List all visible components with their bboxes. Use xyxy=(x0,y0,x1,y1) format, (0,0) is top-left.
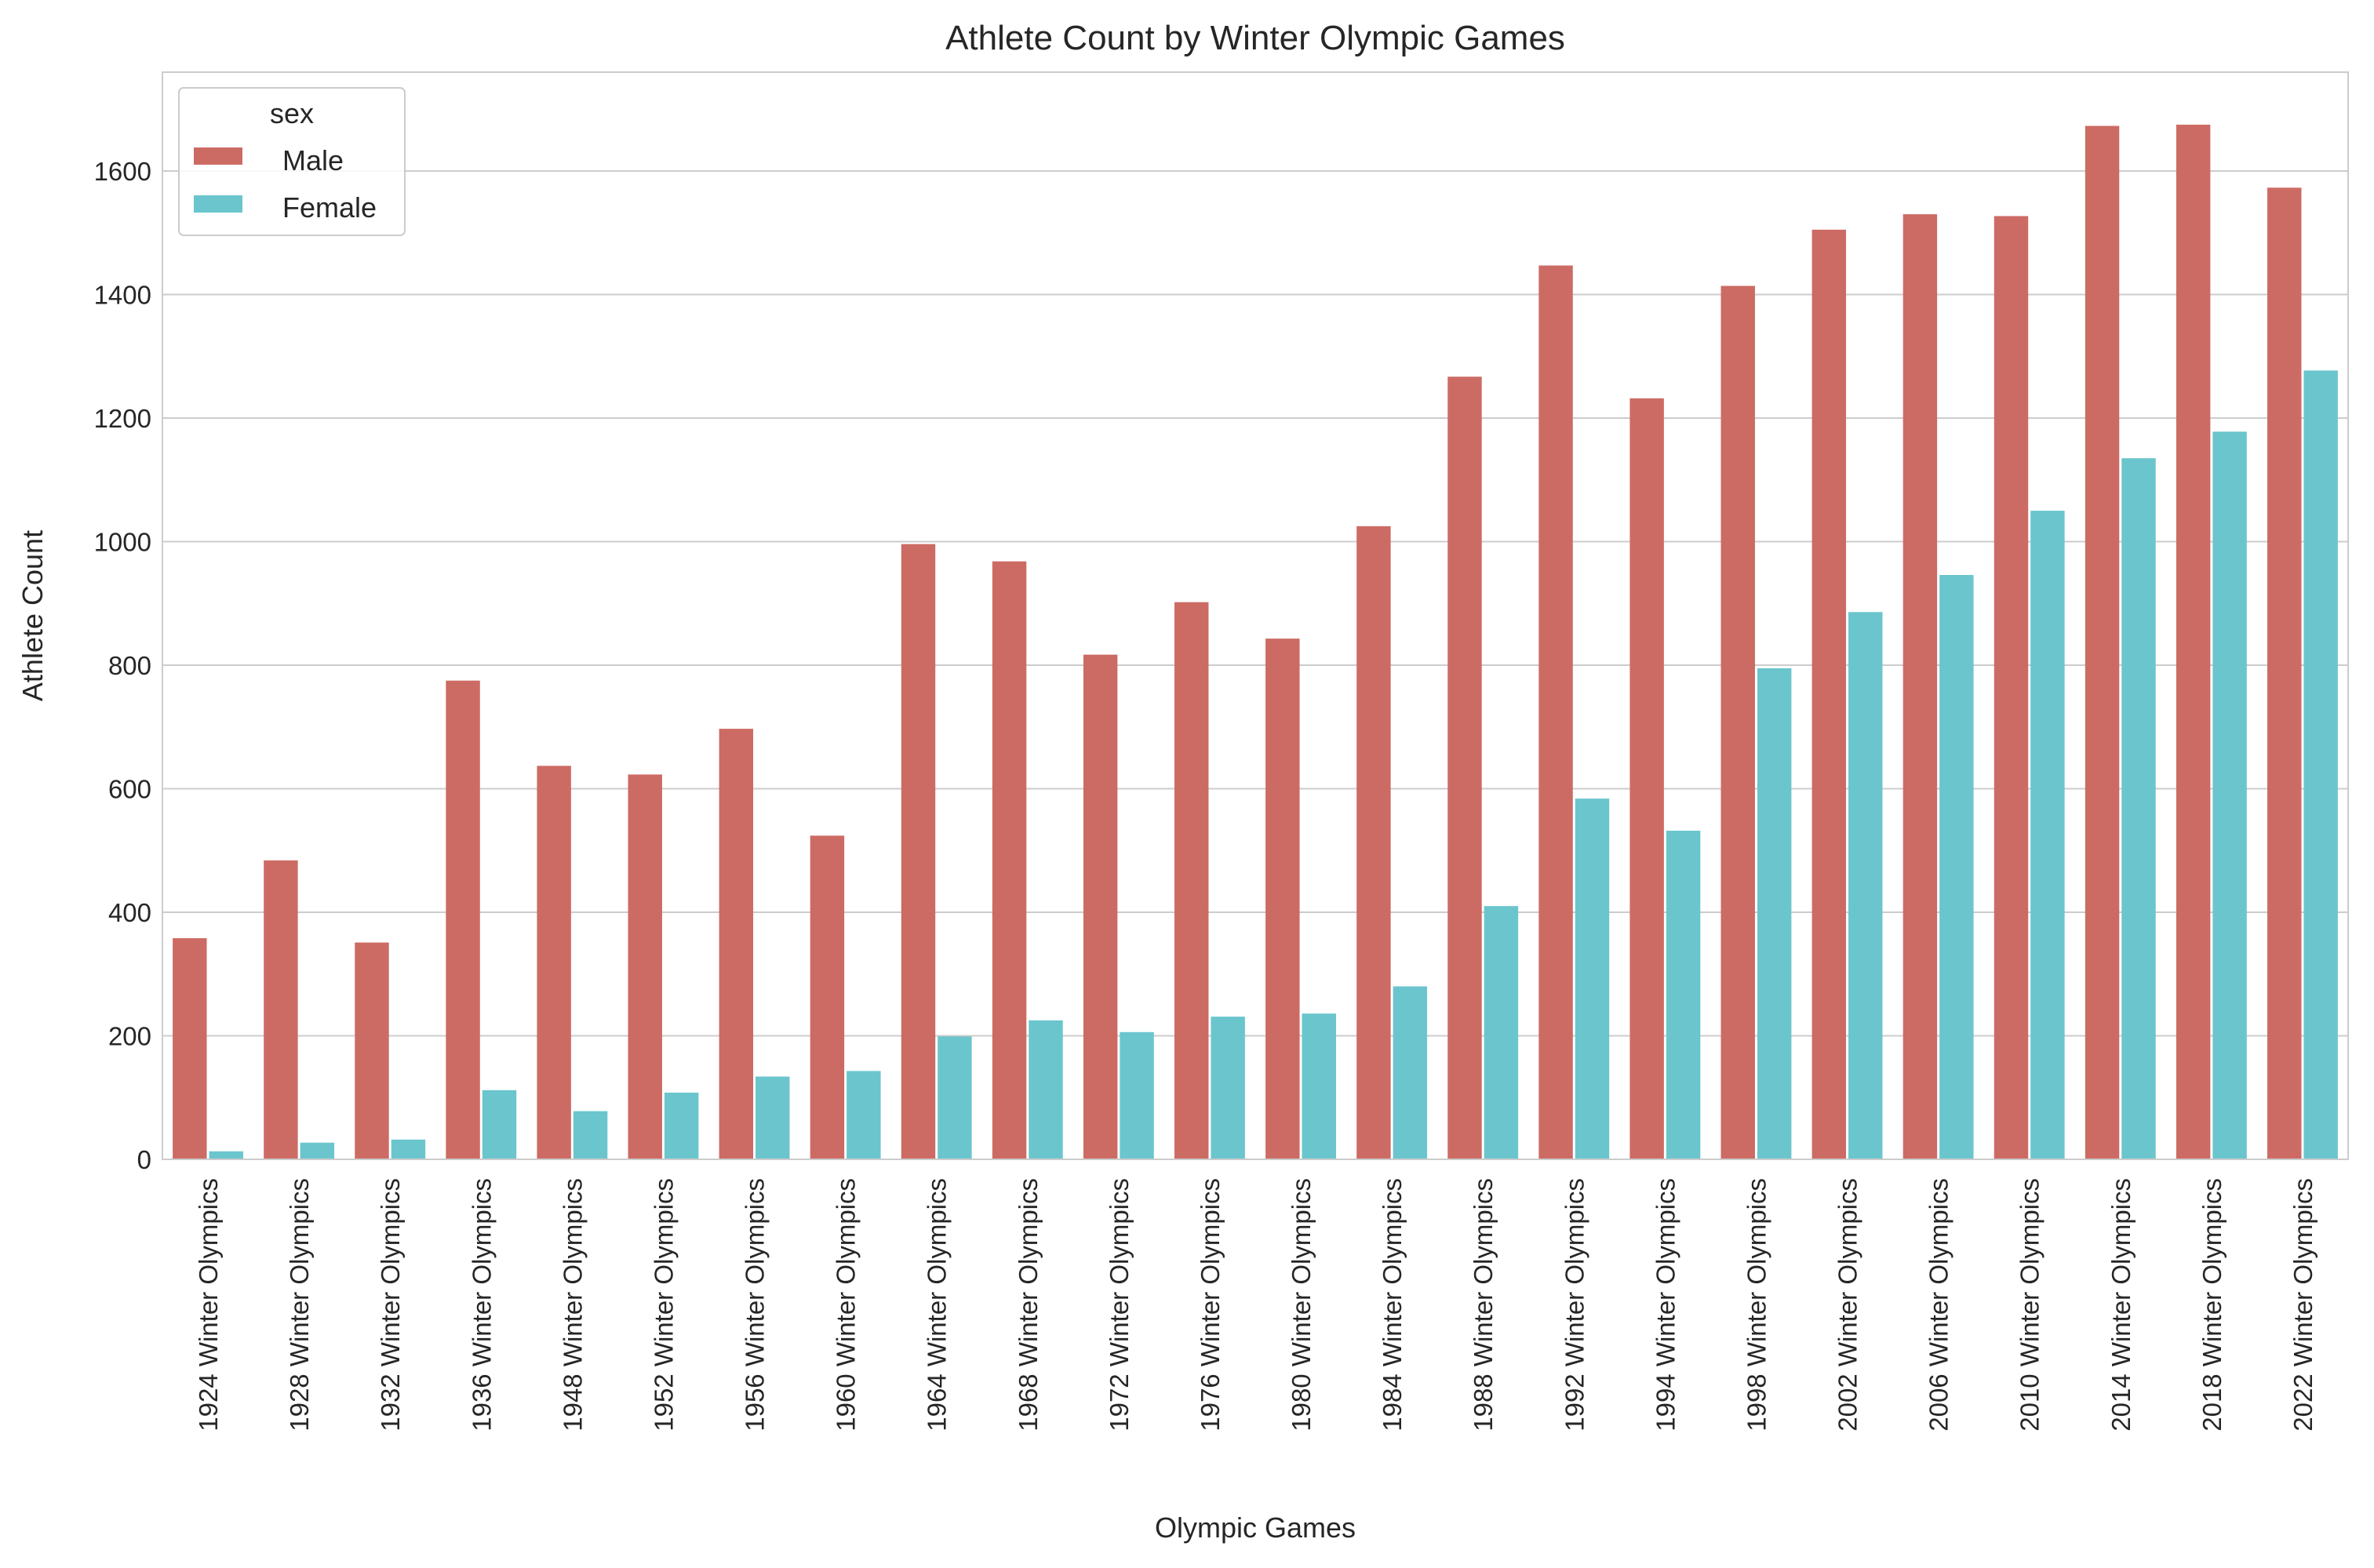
x-tick-label: 1952 Winter Olympics xyxy=(649,1178,678,1432)
x-tick-label: 1980 Winter Olympics xyxy=(1287,1178,1316,1432)
bar-female-0 xyxy=(209,1151,243,1159)
bar-female-23 xyxy=(2303,370,2338,1159)
x-tick-label: 1984 Winter Olympics xyxy=(1378,1178,1407,1432)
y-tick-label: 600 xyxy=(108,775,151,804)
x-tick-label: 1998 Winter Olympics xyxy=(1742,1178,1771,1432)
bar-female-4 xyxy=(573,1111,608,1159)
bar-female-3 xyxy=(482,1090,517,1159)
x-tick-label: 1948 Winter Olympics xyxy=(558,1178,587,1432)
bar-female-16 xyxy=(1666,831,1701,1159)
y-tick-label: 800 xyxy=(108,651,151,680)
gridlines xyxy=(162,170,2348,1037)
bar-female-5 xyxy=(664,1092,699,1159)
bar-male-5 xyxy=(628,774,662,1159)
bar-female-19 xyxy=(1939,575,1974,1159)
x-tick-label: 2010 Winter Olympics xyxy=(2015,1178,2044,1432)
x-tick-label: 1968 Winter Olympics xyxy=(1014,1178,1043,1432)
bar-female-8 xyxy=(938,1036,972,1159)
bar-male-13 xyxy=(1356,526,1391,1159)
bar-male-11 xyxy=(1174,602,1209,1159)
bar-male-0 xyxy=(173,938,207,1159)
x-tick-label: 1972 Winter Olympics xyxy=(1105,1178,1134,1432)
legend-swatch-male xyxy=(194,147,242,165)
x-tick-label: 2014 Winter Olympics xyxy=(2106,1178,2136,1432)
x-tick-label: 1988 Winter Olympics xyxy=(1469,1178,1498,1432)
x-tick-label: 2006 Winter Olympics xyxy=(1924,1178,1953,1432)
x-tick-label: 1928 Winter Olympics xyxy=(285,1178,314,1432)
bar-male-15 xyxy=(1538,265,1573,1159)
bar-male-17 xyxy=(1720,286,1755,1160)
bar-male-7 xyxy=(810,835,845,1159)
x-tick-label: 2022 Winter Olympics xyxy=(2288,1178,2318,1432)
bar-female-18 xyxy=(1848,612,1883,1159)
bar-male-9 xyxy=(992,561,1027,1159)
bar-male-20 xyxy=(1994,216,2029,1159)
bar-female-21 xyxy=(2121,458,2156,1159)
y-tick-label: 200 xyxy=(108,1022,151,1051)
bar-male-16 xyxy=(1629,398,1664,1159)
bar-male-14 xyxy=(1447,377,1482,1159)
bar-female-15 xyxy=(1575,799,1610,1159)
legend: sex Male Female xyxy=(178,87,406,236)
x-tick-label: 1964 Winter Olympics xyxy=(923,1178,952,1432)
legend-swatch-female xyxy=(194,195,242,213)
x-tick-label: 1956 Winter Olympics xyxy=(741,1178,770,1432)
bar-female-22 xyxy=(2212,431,2247,1159)
bar-male-23 xyxy=(2267,187,2302,1160)
legend-label-female: Female xyxy=(282,191,377,224)
bar-male-4 xyxy=(537,766,571,1159)
legend-title: sex xyxy=(270,97,314,129)
x-tick-label: 1992 Winter Olympics xyxy=(1560,1178,1589,1432)
bar-female-13 xyxy=(1393,986,1428,1159)
x-tick-label: 1960 Winter Olympics xyxy=(832,1178,861,1432)
bar-male-3 xyxy=(446,680,480,1159)
bar-female-6 xyxy=(756,1076,790,1159)
bar-female-14 xyxy=(1484,906,1519,1159)
bar-male-18 xyxy=(1811,229,1847,1159)
bar-male-22 xyxy=(2176,124,2211,1159)
bar-male-6 xyxy=(719,729,754,1159)
x-tick-label: 1932 Winter Olympics xyxy=(376,1178,405,1432)
x-tick-labels: 1924 Winter Olympics 1928 Winter Olympics… xyxy=(194,1178,2318,1432)
bar-female-11 xyxy=(1211,1017,1245,1159)
y-tick-label: 1400 xyxy=(94,281,151,310)
bar-female-10 xyxy=(1120,1031,1154,1159)
y-tick-label: 1600 xyxy=(94,157,151,186)
bar-male-1 xyxy=(264,860,298,1159)
x-axis-label: Olympic Games xyxy=(1155,1512,1356,1544)
bar-male-8 xyxy=(901,544,936,1159)
bar-male-2 xyxy=(355,942,389,1159)
bar-female-17 xyxy=(1757,668,1792,1159)
x-tick-label: 1936 Winter Olympics xyxy=(467,1178,496,1432)
x-tick-label: 1976 Winter Olympics xyxy=(1196,1178,1225,1432)
y-tick-label: 1000 xyxy=(94,528,151,557)
chart-title: Athlete Count by Winter Olympic Games xyxy=(945,19,1565,57)
y-tick-label: 1200 xyxy=(94,404,151,433)
bar-female-12 xyxy=(1302,1013,1336,1159)
bars xyxy=(173,124,2338,1160)
y-axis-label: Athlete Count xyxy=(16,530,49,701)
y-tick-labels: 0 200 400 600 800 1000 1200 1400 1600 xyxy=(94,157,151,1174)
x-tick-label: 1924 Winter Olympics xyxy=(194,1178,223,1432)
bar-male-19 xyxy=(1902,214,1938,1159)
bar-male-21 xyxy=(2085,126,2120,1160)
x-tick-label: 1994 Winter Olympics xyxy=(1651,1178,1680,1432)
plot-frame xyxy=(162,71,2349,1160)
y-tick-label: 400 xyxy=(108,898,151,927)
bar-female-7 xyxy=(847,1071,881,1159)
y-tick-label: 0 xyxy=(137,1145,151,1174)
x-tick-label: 2002 Winter Olympics xyxy=(1833,1178,1862,1432)
bar-female-2 xyxy=(391,1139,426,1159)
bar-female-1 xyxy=(300,1142,335,1159)
bar-female-20 xyxy=(2030,511,2065,1159)
bar-male-12 xyxy=(1265,638,1300,1159)
bar-male-10 xyxy=(1083,654,1118,1159)
x-tick-label: 2018 Winter Olympics xyxy=(2197,1178,2227,1432)
bar-female-9 xyxy=(1029,1020,1063,1159)
legend-label-male: Male xyxy=(282,144,344,176)
